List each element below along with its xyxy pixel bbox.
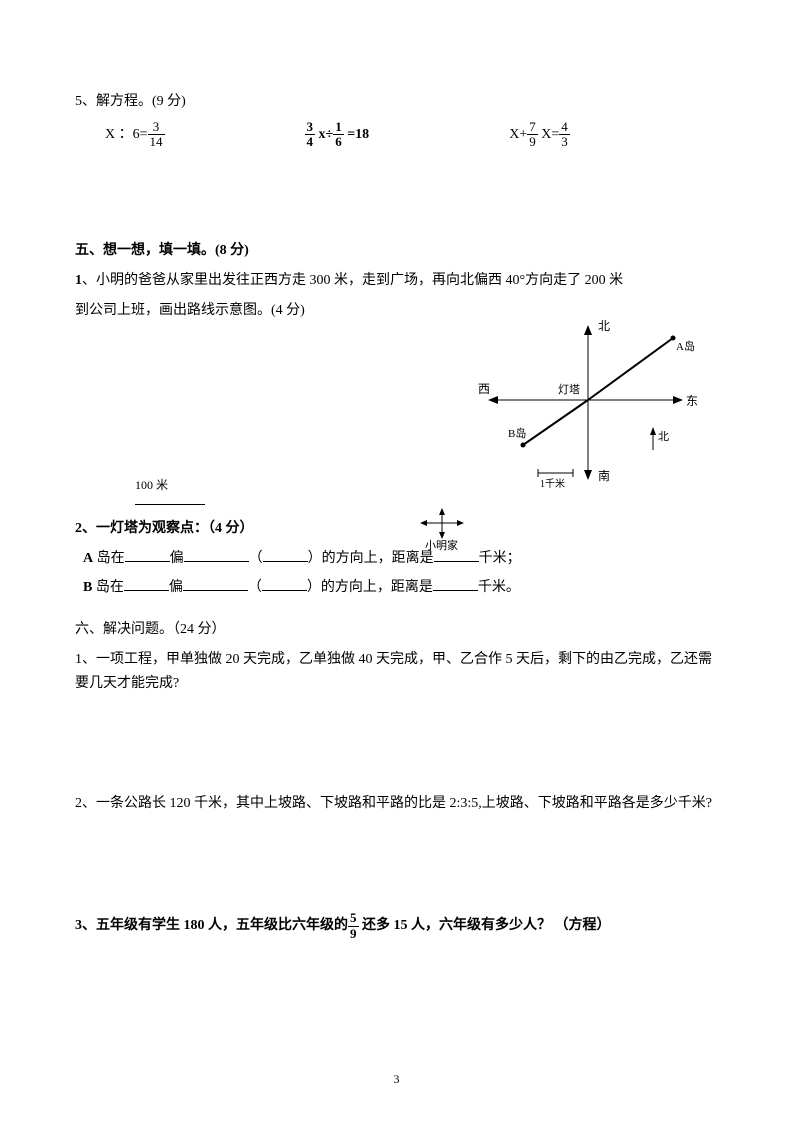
- label-island-b: B岛: [508, 426, 526, 440]
- sec6-title: 六、解决问题。（24 分）: [75, 618, 718, 642]
- sec5-title: 五、想一想，填一填。(8 分): [75, 239, 718, 263]
- label-west: 西: [478, 382, 490, 396]
- eq2: 34 x÷16 =18: [305, 120, 370, 150]
- eq3: X+79 X=43: [509, 120, 570, 150]
- svg-text:小明家: 小明家: [425, 538, 458, 551]
- label-south: 南: [598, 468, 610, 483]
- q5-equations: X ：6=314 34 x÷16 =18 X+79 X=43: [75, 120, 718, 150]
- sec6-q2: 2、一条公路长 120 千米，其中上坡路、下坡路和平路的比是 2:3:5,上坡路…: [75, 792, 718, 816]
- compass-diagram: 北 南 东 西 灯塔 A岛 B岛 1千米 北: [478, 315, 708, 510]
- compass-svg: 北 南 东 西 灯塔 A岛 B岛 1千米 北: [478, 315, 708, 505]
- sec5-q1-l1: 11、小明的爸爸从家里出发往正西方走 300 米，走到广场，再向北偏西 40°方…: [75, 269, 718, 293]
- q5-title: 5、解方程。(9 分): [75, 90, 718, 114]
- sec5-q2-a: A 岛在偏（）的方向上，距离是千米；: [75, 547, 718, 571]
- sec5-q2-b: B 岛在偏（）的方向上，距离是千米。: [75, 576, 718, 600]
- label-island-a: A岛: [676, 339, 695, 353]
- xiaoming-compass: 小明家: [415, 506, 470, 556]
- label-north: 北: [598, 319, 610, 333]
- label-scale-km: 1千米: [540, 477, 565, 490]
- sec5-q2-title: 2、一灯塔为观察点：（4 分）: [75, 517, 718, 541]
- page-number: 3: [0, 1072, 793, 1087]
- eq1: X ：6=314: [105, 120, 165, 150]
- label-east: 东: [686, 394, 698, 408]
- sec6-q3: 3、五年级有学生 180 人，五年级比六年级的59 还多 15 人，六年级有多少…: [75, 911, 718, 941]
- label-lighthouse: 灯塔: [558, 383, 580, 396]
- label-north-small: 北: [658, 430, 669, 443]
- sec6-q1: 1、一项工程，甲单独做 20 天完成，乙单独做 40 天完成，甲、乙合作 5 天…: [75, 648, 718, 696]
